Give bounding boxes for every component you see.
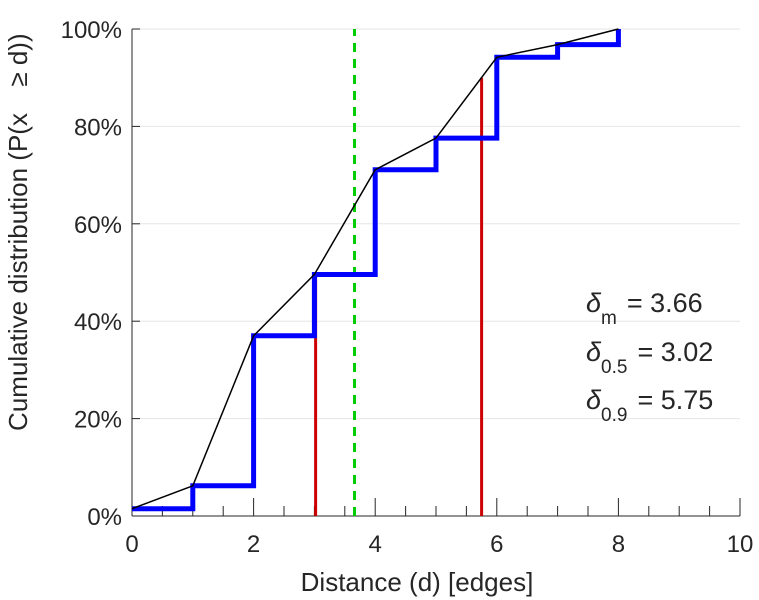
stats-annotation: δm= 3.66 δ0.5= 3.02 δ0.9= 5.75: [586, 288, 713, 426]
x-tick-label: 10: [727, 531, 754, 558]
stat-median-sub: 0.5: [601, 357, 627, 378]
stat-mean-symbol: δ: [586, 288, 602, 318]
stat-median: δ0.5 = 3.02: [586, 337, 713, 378]
y-axis-label-part-2: ≥ d)): [3, 33, 33, 86]
x-axis-label: Distance (d) [edges]: [301, 567, 534, 597]
y-axis-label-group: Cumulative distribution (P(x: [3, 113, 33, 431]
series-line-cdf: [131, 28, 619, 510]
stat-median-symbol: δ: [586, 337, 602, 367]
y-tick-label: 0%: [87, 504, 122, 531]
x-tick-label: 0: [125, 531, 138, 558]
stat-mean-sub: m: [601, 308, 617, 329]
stat-p90-value: = 5.75: [637, 385, 713, 415]
x-tick-label: 8: [612, 531, 625, 558]
y-axis-label-cont: ≥ d)): [3, 33, 33, 86]
y-axis-label-group-2: ≥ d)): [3, 33, 33, 86]
y-tick-label: 60%: [74, 212, 122, 239]
stat-p90: δ0.9 = 5.75: [586, 385, 713, 426]
y-tick-label: 100%: [61, 17, 122, 44]
x-tick-label: 2: [247, 531, 260, 558]
y-tick-label: 20%: [74, 407, 122, 434]
y-axis-label: Cumulative distribution (P(x: [3, 113, 33, 431]
y-tick-label: 80%: [74, 114, 122, 141]
stat-mean: δm = 3.66: [586, 288, 703, 329]
stat-median-value: = 3.02: [637, 337, 713, 367]
y-axis-label-part-1: Cumulative distribution (P(x: [3, 113, 33, 431]
x-tick-label: 6: [490, 531, 503, 558]
x-tick-label: 4: [369, 531, 382, 558]
stat-mean-value: = 3.66: [627, 288, 703, 318]
series-step-cdf: [132, 29, 621, 512]
stat-p90-symbol: δ: [586, 385, 602, 415]
stat-p90-sub: 0.9: [601, 405, 627, 426]
y-tick-label: 40%: [74, 309, 122, 336]
